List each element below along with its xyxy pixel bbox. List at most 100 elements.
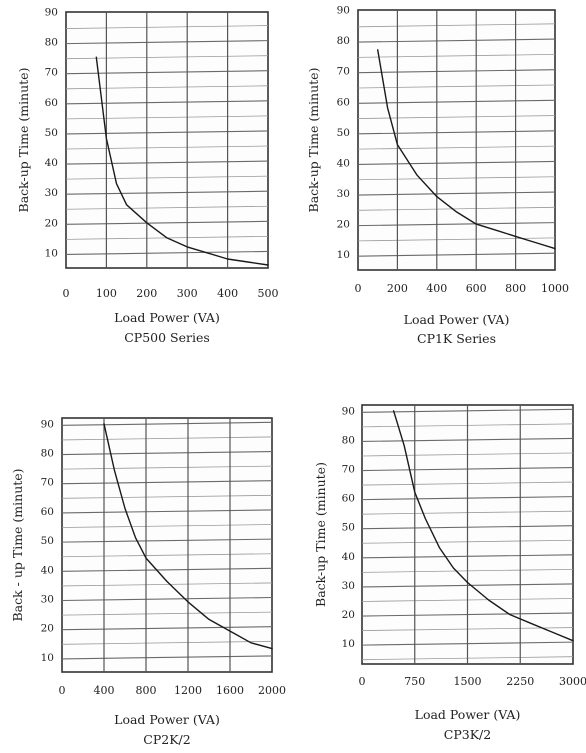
- chart-3-x-tick-label: 0: [59, 684, 66, 697]
- chart-3-h-gridline: [61, 553, 273, 558]
- chart-3-h-gridline: [61, 582, 273, 587]
- chart-2-h-gridline: [357, 84, 556, 89]
- chart-4-y-tick-label: 40: [342, 551, 355, 563]
- chart-2-y-tick-label: 10: [337, 249, 350, 261]
- chart-3-y-tick-label: 60: [41, 506, 54, 518]
- chart-2-y-tick-label: 60: [337, 96, 350, 108]
- chart-3-h-gridline: [61, 567, 273, 572]
- chart-4-y-tick-label: 20: [342, 609, 355, 621]
- chart-4-y-axis-label: Back-up Time (minute): [313, 462, 328, 607]
- chart-4-y-tick-label: 50: [342, 522, 355, 534]
- chart-1-x-tick-label: 300: [177, 287, 198, 300]
- chart-cp2k: 10 20 30 40 50 60 70 80 90 0 400 800 1200 1600 2000 Bac…: [10, 417, 286, 747]
- chart-1-h-gridline: [65, 220, 269, 225]
- chart-4-x-tick-label: 2250: [506, 675, 534, 688]
- chart-cp3k: 10 20 30 40 50 60 70 80 90 0 750 1500 2250 3000 Back-u…: [313, 404, 586, 742]
- chart-3-h-gridline: [61, 596, 273, 602]
- chart-1-y-tick-label: 10: [45, 247, 58, 259]
- chart-3-h-gridline: [61, 494, 273, 499]
- chart-2-y-tick-label: 40: [337, 157, 350, 169]
- chart-4-y-tick-label: 70: [342, 464, 355, 476]
- chart-1-x-tick-label: 200: [136, 287, 157, 300]
- chart-4-y-tick-label: 90: [342, 405, 355, 417]
- chart-3-h-gridline: [61, 640, 273, 645]
- chart-3-x-tick-label: 1200: [174, 684, 202, 697]
- chart-2-y-tick-label: 70: [337, 66, 350, 78]
- chart-3-h-gridline: [61, 538, 273, 543]
- chart-3-h-gridline: [61, 421, 273, 426]
- chart-2-h-gridline: [357, 145, 556, 150]
- chart-3-y-tick-label: 90: [41, 418, 54, 430]
- chart-2-x-tick-label: 0: [355, 282, 362, 295]
- chart-4-x-tick-label: 0: [359, 675, 366, 688]
- chart-4-y-tick-label: 80: [342, 434, 355, 446]
- chart-3-h-gridline: [61, 436, 273, 441]
- chart-1-h-gridline: [65, 25, 269, 29]
- chart-3-y-tick-label: 80: [41, 448, 54, 460]
- chart-1-chart-caption: CP500 Series: [124, 330, 210, 345]
- chart-1-h-gridline: [65, 190, 269, 195]
- chart-2-chart-caption: CP1K Series: [417, 331, 496, 346]
- chart-4-x-tick-label: 750: [404, 675, 425, 688]
- chart-2-h-gridline: [357, 206, 556, 211]
- chart-3-y-tick-label: 30: [41, 594, 54, 606]
- chart-cp500: 10 20 30 40 50 60 70 80 90 0 100 200 300 400 500 Back-u…: [16, 7, 279, 346]
- chart-1-y-tick-label: 80: [45, 37, 58, 49]
- chart-1-y-tick-label: 40: [45, 157, 58, 169]
- chart-3-y-tick-label: 40: [41, 564, 54, 576]
- chart-1-series-line: [95, 56, 269, 266]
- chart-1-plot-frame: [65, 11, 269, 269]
- chart-1-y-tick-label: 30: [45, 187, 58, 199]
- chart-4-x-tick-label: 1500: [454, 675, 482, 688]
- chart-2-h-gridline: [357, 69, 556, 74]
- chart-3-y-tick-label: 70: [41, 477, 54, 489]
- chart-2-x-tick-label: 800: [505, 282, 526, 295]
- chart-3-series-line: [103, 423, 273, 650]
- chart-2-h-gridline: [357, 99, 556, 104]
- chart-3-chart-caption: CP2K/2: [143, 732, 190, 747]
- chart-1-y-tick-label: 90: [45, 7, 58, 19]
- chart-1-h-gridline: [65, 145, 269, 150]
- chart-2-x-axis-label: Load Power (VA): [404, 312, 510, 327]
- chart-3-x-tick-label: 400: [94, 684, 115, 697]
- chart-3-h-gridline: [61, 509, 273, 514]
- chart-2-h-gridline: [357, 176, 556, 181]
- chart-3-y-tick-label: 50: [41, 535, 54, 547]
- chart-1-y-tick-label: 50: [45, 127, 58, 139]
- chart-2-plot-frame: [357, 9, 556, 271]
- chart-cp1k: 10 20 30 40 50 60 70 80 90 0 200 400 600 800 1000 Back-…: [306, 5, 569, 347]
- chart-3-y-axis-label: Back - up Time (minute): [10, 468, 25, 621]
- chart-1-y-tick-label: 60: [45, 97, 58, 109]
- chart-1-h-gridline: [65, 70, 269, 75]
- chart-3-h-gridline: [61, 450, 273, 456]
- chart-3-h-gridline: [61, 655, 273, 660]
- chart-2-y-tick-label: 50: [337, 127, 350, 139]
- chart-3-y-tick-label: 10: [41, 652, 54, 664]
- chart-3-x-tick-label: 2000: [258, 684, 286, 697]
- chart-3-x-tick-label: 800: [136, 684, 157, 697]
- chart-1-h-gridline: [65, 130, 269, 135]
- chart-1-h-gridline: [65, 40, 269, 45]
- chart-2-x-tick-label: 1000: [541, 282, 569, 295]
- chart-3-h-gridline: [61, 524, 273, 528]
- chart-2-y-tick-label: 90: [337, 5, 350, 17]
- chart-3-y-tick-label: 20: [41, 623, 54, 635]
- chart-1-x-tick-label: 100: [96, 287, 117, 300]
- chart-3-h-gridline: [61, 626, 273, 631]
- chart-1-h-gridline: [65, 205, 269, 210]
- chart-3-x-tick-label: 1600: [216, 684, 244, 697]
- chart-1-x-axis-label: Load Power (VA): [114, 310, 220, 325]
- chart-1-h-gridline: [65, 55, 269, 60]
- chart-2-h-gridline: [357, 191, 556, 196]
- chart-3-h-gridline: [61, 611, 273, 616]
- chart-1-y-axis-label: Back-up Time (minute): [16, 68, 31, 213]
- chart-4-series-line: [392, 410, 574, 642]
- chart-2-y-tick-label: 80: [337, 35, 350, 47]
- chart-3-plot-frame: [61, 417, 273, 673]
- chart-2-y-tick-label: 20: [337, 219, 350, 231]
- chart-2-x-tick-label: 600: [466, 282, 487, 295]
- chart-2-series-line: [377, 49, 556, 250]
- chart-2-h-gridline: [357, 23, 556, 28]
- chart-1-h-gridline: [65, 100, 269, 105]
